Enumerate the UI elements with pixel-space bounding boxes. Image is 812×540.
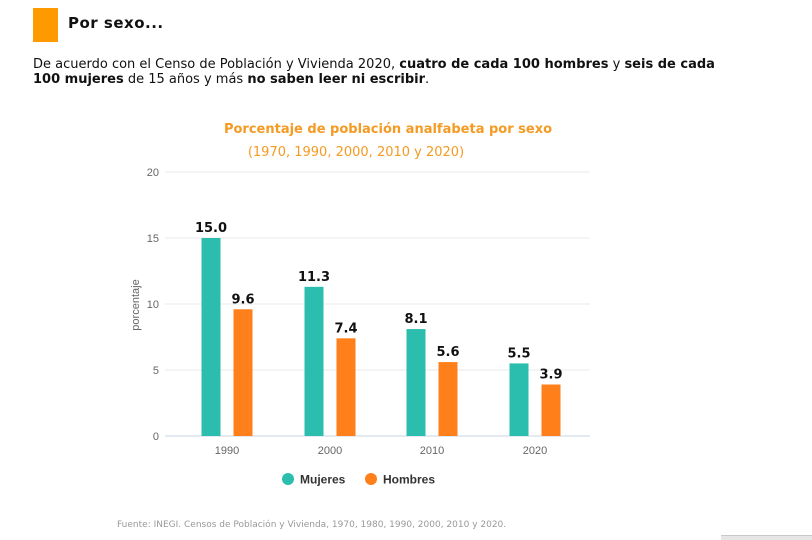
bar-hombres-2000 xyxy=(336,338,356,436)
intro-bold-illiterate: no saben leer ni escribir xyxy=(247,72,426,87)
chart-subtitle: (1970, 1990, 2000, 2010 y 2020) xyxy=(247,145,465,160)
intro-paragraph: De acuerdo con el Censo de Población y V… xyxy=(33,57,733,87)
data-label: 8.1 xyxy=(404,312,427,327)
bar-mujeres-1990 xyxy=(201,238,221,436)
intro-text: . xyxy=(425,72,430,87)
bar-hombres-2010 xyxy=(438,362,458,436)
intro-bold-men: cuatro de cada 100 hombres xyxy=(399,57,609,72)
bar-mujeres-2000 xyxy=(304,286,324,436)
intro-text: De acuerdo con el Censo de Población y V… xyxy=(33,57,400,72)
data-label: 3.9 xyxy=(539,368,562,383)
x-tick-label: 2010 xyxy=(420,445,444,457)
y-axis-label: porcentaje xyxy=(130,279,142,330)
source-note: Fuente: INEGI. Censos de Población y Viv… xyxy=(117,520,507,530)
bar-mujeres-2010 xyxy=(406,329,426,436)
intro-text: de 15 años y más xyxy=(123,72,248,87)
bottom-rule xyxy=(721,535,812,540)
data-label: 7.4 xyxy=(334,321,357,336)
legend: Mujeres Hombres xyxy=(282,473,435,487)
chart-title: Porcentaje de población analfabeta por s… xyxy=(223,122,553,137)
bar-mujeres-2020 xyxy=(509,363,529,436)
data-label: 5.5 xyxy=(507,346,530,361)
y-tick-label: 10 xyxy=(147,299,159,311)
x-tick-label: 1990 xyxy=(215,445,239,457)
y-tick-label: 0 xyxy=(153,431,159,443)
y-tick-label: 5 xyxy=(153,365,159,377)
data-label: 5.6 xyxy=(436,345,459,360)
data-label: 11.3 xyxy=(298,270,330,285)
x-tick-labels: 1990 2000 2010 2020 xyxy=(215,445,547,457)
x-tick-label: 2020 xyxy=(523,445,547,457)
bar-hombres-2020 xyxy=(541,384,561,436)
chart-subtitle-wrap: (1970, 1990, 2000, 2010 y 2020) xyxy=(0,145,812,160)
legend-label-hombres[interactable]: Hombres xyxy=(383,473,435,487)
legend-marker-hombres[interactable] xyxy=(365,473,377,485)
y-tick-label: 15 xyxy=(147,233,159,245)
bar-hombres-1990 xyxy=(233,309,253,436)
legend-label-mujeres[interactable]: Mujeres xyxy=(300,473,346,487)
intro-text: y xyxy=(608,57,625,72)
section-title: Por sexo... xyxy=(68,14,164,32)
data-label: 15.0 xyxy=(195,221,227,236)
y-tick-labels: 0 5 10 15 20 xyxy=(147,167,159,443)
intro-bold-women: seis de cada 100 mujeres xyxy=(33,57,715,87)
x-tick-label: 2000 xyxy=(318,445,342,457)
legend-marker-mujeres[interactable] xyxy=(282,473,294,485)
y-tick-label: 20 xyxy=(147,167,159,179)
bars: 15.0 9.6 11.3 7.4 8.1 5.6 5.5 3.9 xyxy=(195,221,563,436)
chart-title-wrap: Porcentaje de población analfabeta por s… xyxy=(0,122,812,137)
header-accent-square xyxy=(33,8,58,42)
data-label: 9.6 xyxy=(231,292,254,307)
